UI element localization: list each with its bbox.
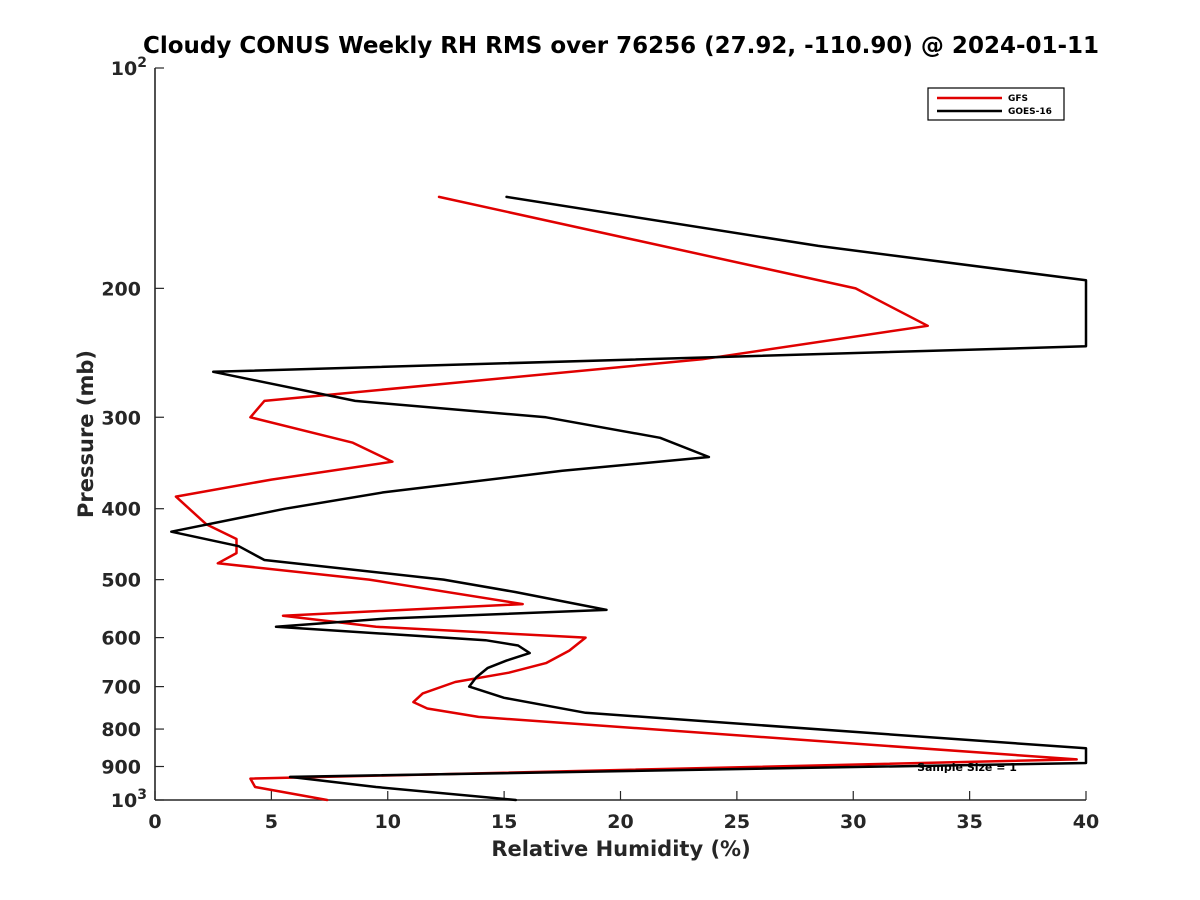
x-tick-label: 40 <box>1073 811 1099 833</box>
x-tick-label: 30 <box>840 811 866 833</box>
legend-label: GOES-16 <box>1008 107 1052 117</box>
y-tick-label: 300 <box>101 407 141 429</box>
y-tick-label: 900 <box>101 757 141 779</box>
x-tick-label: 25 <box>724 811 750 833</box>
legend-label: GFS <box>1008 94 1028 104</box>
sample-size-annotation: Sample Size = 1 <box>917 761 1017 774</box>
x-axis-label: Relative Humidity (%) <box>491 837 750 861</box>
series-line-goes-16 <box>170 195 1088 802</box>
axes: 0 5 10 15 20 25 30 35 40 102 200 300 400 500 600 700 800… <box>101 55 1099 833</box>
y-tick-label: 400 <box>101 499 141 521</box>
plot-area <box>155 68 1086 800</box>
x-tick-label: 35 <box>956 811 982 833</box>
chart-title: Cloudy CONUS Weekly RH RMS over 76256 (2… <box>143 33 1099 59</box>
x-tick-label: 20 <box>607 811 633 833</box>
series-line-gfs <box>174 195 1078 802</box>
y-tick-label: 800 <box>101 719 141 741</box>
x-tick-label: 10 <box>375 811 401 833</box>
legend: GFS GOES-16 <box>927 87 1065 121</box>
x-tick-label: 0 <box>148 811 161 833</box>
x-tick-label: 5 <box>265 811 278 833</box>
x-tick-label: 15 <box>491 811 517 833</box>
y-tick-label: 600 <box>101 628 141 650</box>
legend-box <box>927 87 1065 121</box>
y-tick-label: 500 <box>101 570 141 592</box>
y-tick-label: 700 <box>101 677 141 699</box>
series-layer <box>170 195 1088 802</box>
y-tick-label: 103 <box>111 787 147 812</box>
y-axis-label: Pressure (mb) <box>74 350 98 518</box>
y-tick-label: 102 <box>111 55 147 80</box>
y-tick-label: 200 <box>101 278 141 300</box>
